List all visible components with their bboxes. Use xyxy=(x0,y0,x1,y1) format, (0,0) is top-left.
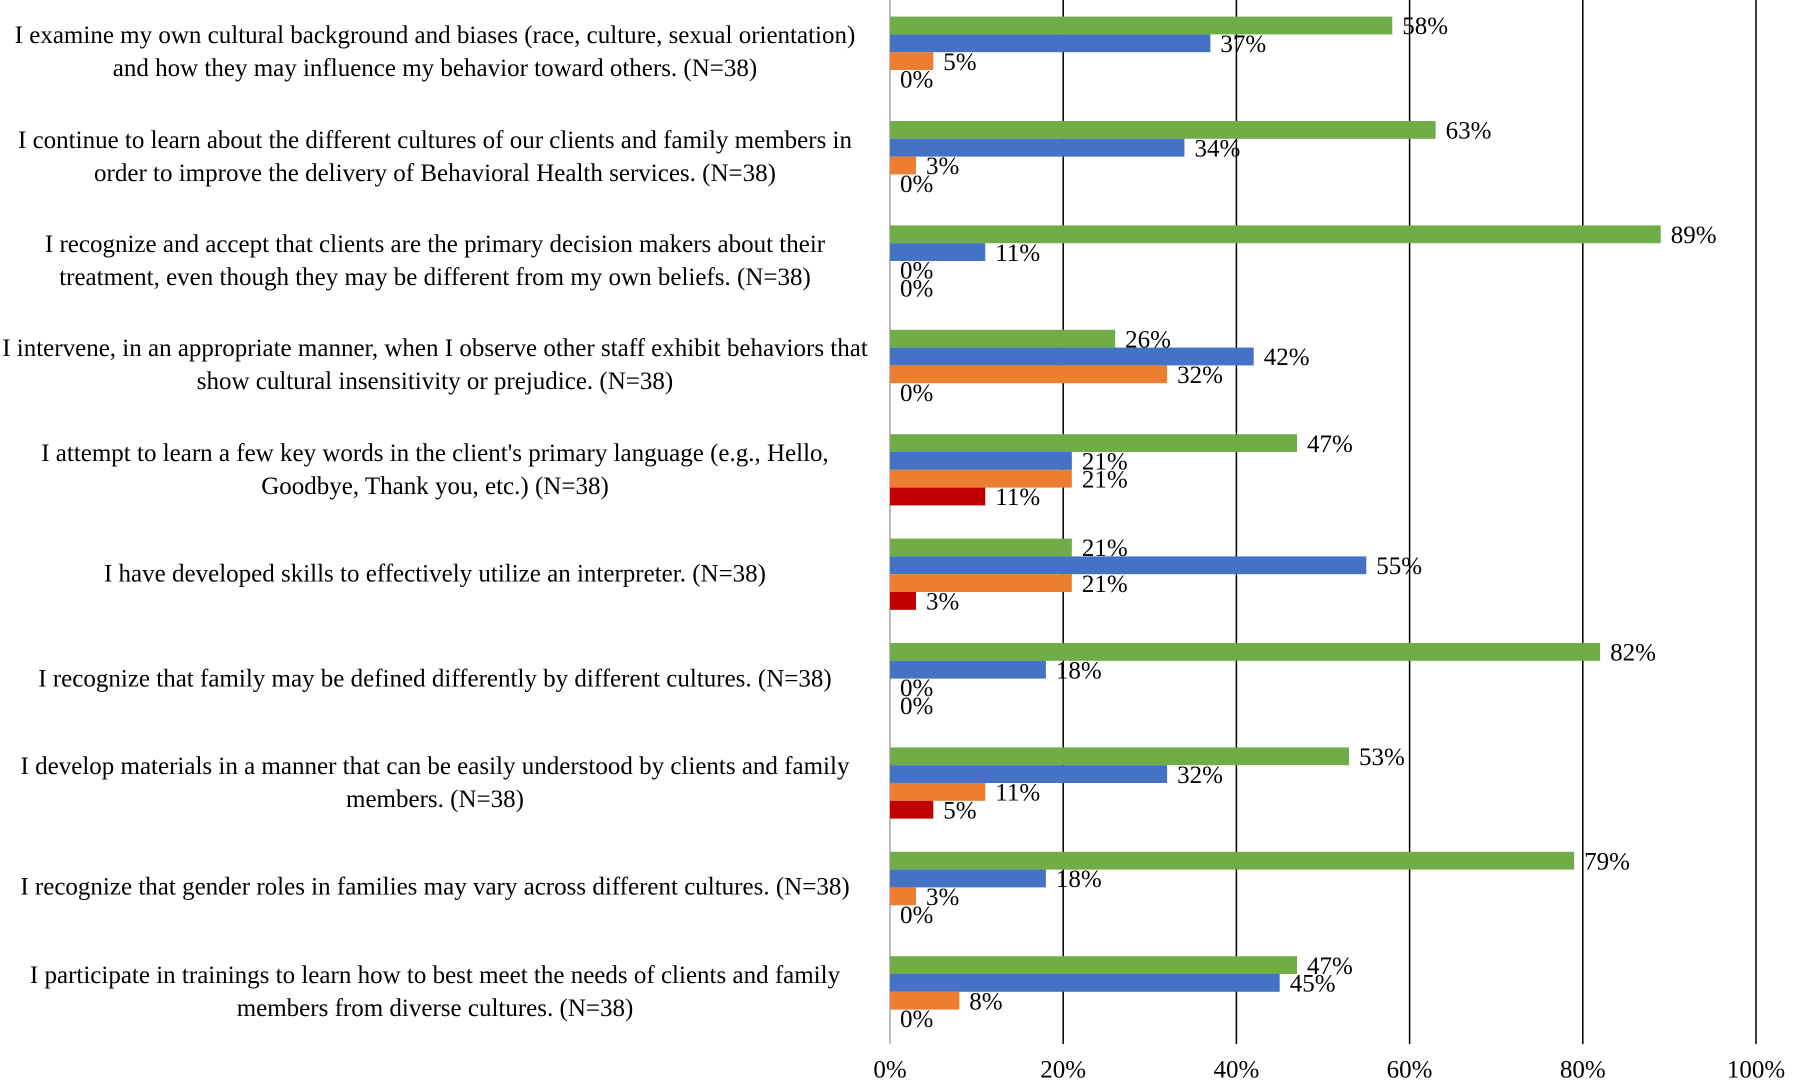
data-label: 0% xyxy=(900,275,933,302)
bar xyxy=(890,956,1298,974)
bar xyxy=(890,469,1072,488)
bar xyxy=(890,887,916,906)
data-label: 0% xyxy=(900,171,933,198)
x-tick-label: 0% xyxy=(873,1057,906,1084)
data-label: 79% xyxy=(1584,848,1630,875)
x-tick-label: 100% xyxy=(1727,1057,1785,1084)
bar xyxy=(890,52,934,70)
data-label: 0% xyxy=(900,675,933,702)
data-label: 32% xyxy=(1177,362,1223,389)
data-label: 55% xyxy=(1376,553,1422,580)
category-label: I continue to learn about the different … xyxy=(18,126,852,187)
data-label: 47% xyxy=(1307,431,1353,458)
data-label: 0% xyxy=(900,380,933,407)
bar xyxy=(890,538,1072,557)
category-label: I examine my own cultural background and… xyxy=(14,22,856,83)
bar xyxy=(890,574,1072,592)
data-label: 11% xyxy=(995,240,1040,267)
bar xyxy=(890,765,1168,783)
data-label: 8% xyxy=(969,988,1002,1015)
bar xyxy=(890,487,986,506)
data-label: 0% xyxy=(900,1006,933,1033)
data-label: 21% xyxy=(1082,449,1128,476)
bar xyxy=(890,800,934,819)
bar xyxy=(890,643,1601,661)
data-label: 3% xyxy=(926,153,959,180)
bar xyxy=(890,783,986,801)
bar xyxy=(890,452,1072,470)
bar xyxy=(890,365,1168,384)
data-label: 3% xyxy=(926,884,959,911)
category-label: I have developed skills to effectively u… xyxy=(103,560,766,588)
data-label: 0% xyxy=(900,67,933,94)
bar xyxy=(890,329,1116,348)
bar xyxy=(890,121,1436,139)
bar xyxy=(890,974,1280,992)
bar xyxy=(890,434,1298,452)
bar xyxy=(890,243,986,261)
category-label: I attempt to learn a few key words in th… xyxy=(41,439,829,500)
data-label: 0% xyxy=(900,902,933,929)
category-label: I participate in trainings to learn how … xyxy=(29,961,841,1022)
x-tick-label: 20% xyxy=(1040,1057,1086,1084)
data-label: 5% xyxy=(943,797,976,824)
bar xyxy=(890,556,1367,575)
bar xyxy=(890,138,1185,157)
data-label: 11% xyxy=(995,484,1040,511)
data-label: 11% xyxy=(995,780,1040,807)
data-label: 0% xyxy=(900,258,933,285)
data-label: 47% xyxy=(1307,953,1353,980)
bar xyxy=(890,747,1349,766)
x-tick-label: 80% xyxy=(1560,1057,1606,1084)
x-tick-label: 60% xyxy=(1387,1057,1433,1084)
data-label: 18% xyxy=(1056,657,1102,684)
bar xyxy=(890,225,1661,244)
data-label: 0% xyxy=(900,693,933,720)
data-label: 3% xyxy=(926,589,959,616)
category-label: I intervene, in an appropriate manner, w… xyxy=(2,335,868,396)
bar xyxy=(890,869,1046,888)
bar xyxy=(890,347,1254,366)
data-label: 21% xyxy=(1082,466,1128,493)
data-label: 21% xyxy=(1082,571,1128,598)
bar xyxy=(890,34,1211,53)
data-label: 5% xyxy=(943,49,976,76)
bar xyxy=(890,991,960,1010)
category-label: I recognize and accept that clients are … xyxy=(44,231,826,291)
bar xyxy=(890,592,916,610)
data-label: 53% xyxy=(1359,744,1405,771)
data-label: 45% xyxy=(1290,971,1336,998)
data-label: 37% xyxy=(1220,31,1266,58)
data-label: 42% xyxy=(1264,344,1310,371)
bar xyxy=(890,16,1393,35)
category-label: I develop materials in a manner that can… xyxy=(20,753,850,813)
category-label: I recognize that gender roles in familie… xyxy=(20,873,850,901)
data-label: 32% xyxy=(1177,762,1223,789)
data-label: 58% xyxy=(1402,13,1448,40)
data-label: 18% xyxy=(1056,866,1102,893)
data-label: 82% xyxy=(1610,640,1656,667)
category-label: I recognize that family may be defined d… xyxy=(38,665,832,693)
bar xyxy=(890,156,916,175)
data-label: 89% xyxy=(1671,222,1717,249)
data-label: 63% xyxy=(1446,118,1492,145)
bar xyxy=(890,660,1046,679)
x-tick-label: 40% xyxy=(1213,1057,1259,1084)
bar xyxy=(890,851,1575,870)
data-label: 34% xyxy=(1194,135,1240,162)
